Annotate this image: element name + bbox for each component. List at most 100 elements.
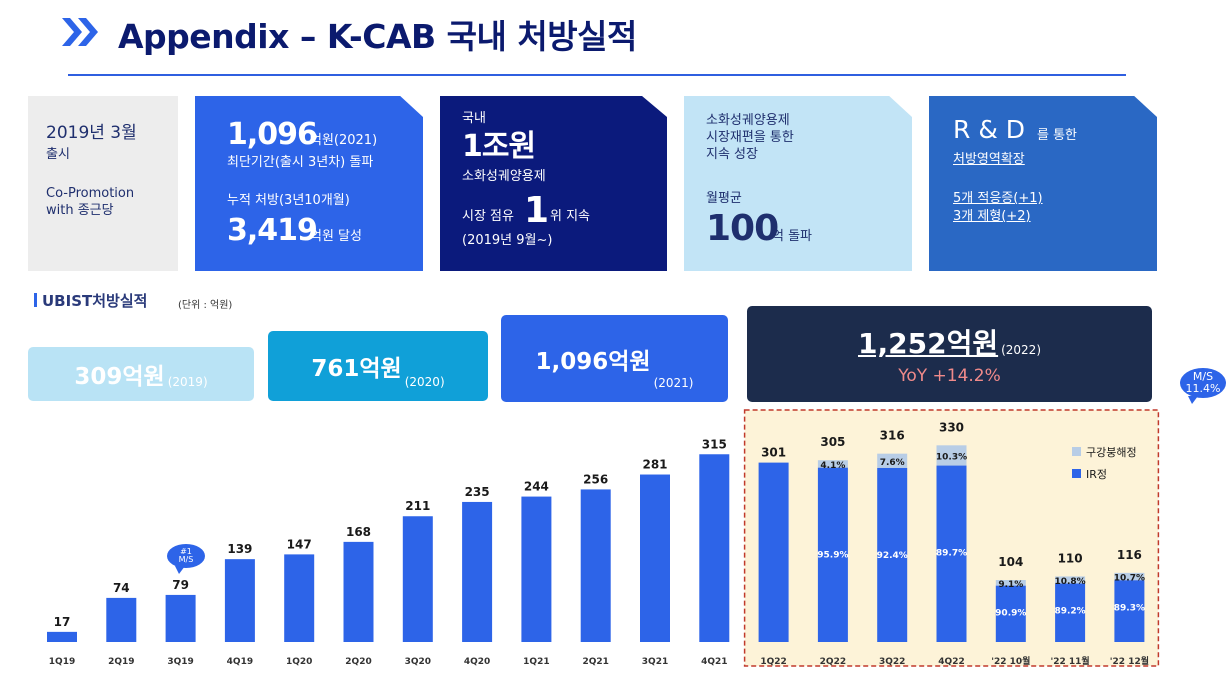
- double-chevron-icon: [62, 18, 98, 46]
- share-domestic: 국내: [462, 111, 486, 126]
- share-category: 소화성궤양용제: [462, 169, 546, 184]
- bar-value-label: 281: [642, 458, 667, 472]
- bar-ir-segment: [877, 467, 908, 642]
- bar: [343, 541, 374, 642]
- legend-label-ir: IR정: [1086, 468, 1107, 481]
- category-label: 4Q21: [701, 657, 727, 667]
- legend-label-odt: 구강붕해정: [1086, 445, 1137, 459]
- ms-bubble-value: 11.4%: [1185, 382, 1221, 395]
- growth-line2: 시장재편을 통한: [706, 130, 794, 145]
- cumulative-unit: 억원 달성: [310, 229, 362, 244]
- bar-odt-segment: [877, 453, 908, 468]
- bar: [580, 489, 611, 642]
- year-2019-label: (2019): [167, 375, 208, 389]
- bar: [402, 516, 433, 642]
- rnd-title: R & D: [953, 115, 1026, 144]
- bar-ir-segment: [1114, 580, 1145, 642]
- legend-swatch-odt: [1072, 447, 1081, 456]
- growth-box: 소화성궤양용제 시장재편을 통한 지속 성장 월평균 100 억 돌파: [684, 96, 912, 271]
- rnd-formulations: 3개 제형(+2): [953, 209, 1031, 224]
- bar: [106, 597, 137, 642]
- ir-share-label: 89.2%: [1054, 607, 1085, 617]
- section-title: UBIST처방실적: [42, 292, 148, 310]
- category-label: 3Q20: [405, 657, 431, 667]
- category-label: 2Q21: [582, 657, 608, 667]
- category-label: 2Q19: [108, 657, 134, 667]
- bar-value-label: 168: [346, 525, 371, 539]
- market-share-bubble: M/S 11.4%: [1180, 368, 1226, 404]
- year-2022-summary: 1,252억원 (2022) YoY +14.2%: [747, 306, 1152, 402]
- bar-value-label: 235: [465, 485, 490, 499]
- copromo-label: Co-Promotion: [46, 186, 135, 201]
- bar-odt-segment: [995, 580, 1026, 586]
- odt-share-label: 4.1%: [820, 461, 845, 471]
- year-2020-summary: 761억원 (2020): [268, 331, 488, 401]
- first-ms-bubble: #1 M/S: [167, 544, 205, 574]
- bar-odt-segment: [936, 445, 967, 466]
- year-2021-value: 1,096억원: [535, 348, 651, 375]
- rnd-title-suffix: 를 통한: [1037, 128, 1078, 143]
- category-label: 2Q22: [820, 657, 846, 667]
- bar-value-label: 147: [287, 537, 312, 551]
- year-2020-value: 761억원: [311, 356, 402, 382]
- category-label: 2Q20: [345, 657, 371, 667]
- bar: [640, 474, 670, 642]
- share-prefix: 시장 점유: [462, 209, 514, 224]
- bar: [165, 594, 196, 642]
- section-marker: [34, 293, 37, 307]
- category-label: '22 11월: [1050, 655, 1089, 667]
- category-label: '22 10월: [991, 655, 1030, 667]
- odt-share-label: 10.8%: [1054, 577, 1085, 587]
- page-title: Appendix – K-CAB 국내 처방실적: [118, 17, 637, 56]
- bar-ir-segment: [817, 467, 848, 642]
- fastest-value: 1,096: [227, 117, 318, 152]
- fastest-box: 1,096 억원(2021) 최단기간(출시 3년차) 돌파 누적 처방(3년1…: [195, 96, 423, 271]
- first-ms-label: M/S: [178, 555, 194, 564]
- market-share-box: 국내 1조원 소화성궤양용제 시장 점유 1 위 지속 (2019년 9월~): [440, 96, 667, 271]
- odt-share-label: 10.3%: [936, 452, 967, 462]
- rnd-subtitle: 처방영역확장: [953, 152, 1025, 167]
- odt-share-label: 7.6%: [880, 458, 905, 468]
- yoy-growth: YoY +14.2%: [898, 366, 1001, 386]
- growth-unit: 억 돌파: [772, 229, 813, 244]
- bar-odt-segment: [817, 460, 848, 468]
- bar-value-label: 79: [172, 578, 189, 592]
- bar: [462, 501, 493, 642]
- bar: [224, 559, 255, 642]
- share-market-size: 1조원: [462, 129, 536, 164]
- growth-value: 100: [706, 208, 779, 249]
- category-label: 1Q21: [523, 657, 549, 667]
- ms-bubble-label: M/S: [1192, 370, 1214, 384]
- year-2021-label: (2021): [653, 376, 694, 390]
- bar-value-label: 17: [54, 615, 71, 629]
- first-ms-rank: #1: [180, 546, 192, 556]
- year-2019-summary: 309억원 (2019): [28, 347, 254, 401]
- bar-ir-segment: [995, 585, 1026, 642]
- category-label: 1Q22: [760, 657, 786, 667]
- bar-value-label: 244: [524, 480, 549, 494]
- bar-value-label: 104: [998, 555, 1023, 569]
- growth-line1: 소화성궤양용제: [706, 113, 790, 128]
- launch-date: 2019년 3월: [46, 123, 137, 143]
- category-label: 3Q22: [879, 657, 905, 667]
- bar-value-label: 116: [1117, 548, 1142, 562]
- share-rank: 1: [524, 190, 550, 231]
- year-2022-label: (2022): [1001, 343, 1041, 357]
- odt-share-label: 10.7%: [1114, 574, 1145, 584]
- section-unit: (단위 : 억원): [178, 300, 233, 311]
- growth-monthly-label: 월평균: [706, 191, 742, 206]
- copromo-partner: with 종근당: [46, 203, 114, 218]
- bar-value-label: 330: [939, 420, 964, 434]
- category-label: 1Q20: [286, 657, 312, 667]
- year-2022-value: 1,252억원: [858, 327, 999, 360]
- bar: [521, 496, 552, 642]
- cumulative-label: 누적 처방(3년10개월): [227, 193, 350, 208]
- bar-odt-segment: [1055, 576, 1086, 584]
- title-divider: [68, 74, 1126, 76]
- bar: [284, 554, 315, 642]
- growth-line3: 지속 성장: [706, 147, 758, 162]
- ir-share-label: 89.3%: [1114, 603, 1145, 613]
- bar-value-label: 211: [405, 499, 430, 513]
- ir-share-label: 95.9%: [817, 551, 848, 561]
- launch-label: 출시: [46, 147, 70, 162]
